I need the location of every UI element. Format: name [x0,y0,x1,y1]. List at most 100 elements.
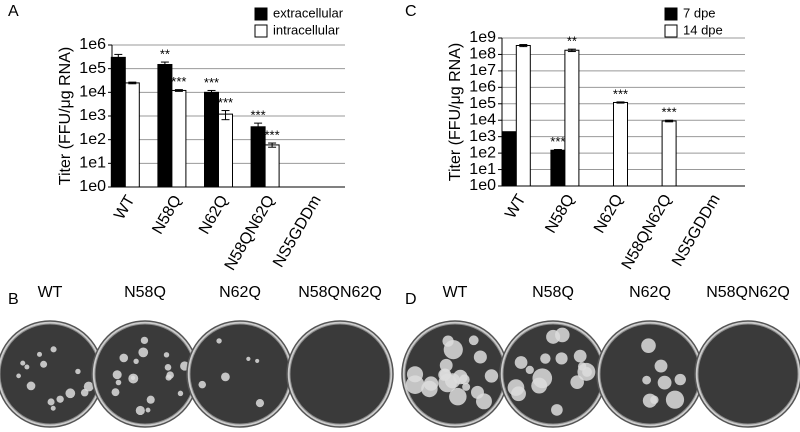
error-bar [519,44,528,48]
plaque [577,362,587,371]
bar [204,91,219,188]
plaque [56,395,64,403]
y-tick-label: 1e6 [79,36,106,53]
legend-label: extracellular [273,5,344,20]
plaque [449,387,467,406]
bar [171,89,187,188]
plaque [26,381,36,391]
plaque [221,372,230,382]
bar [550,149,566,187]
error-bar [553,149,562,152]
plaque [16,373,21,379]
error-bar [616,101,625,104]
bar [157,63,173,188]
plaque [551,404,563,416]
plaque [146,395,155,404]
plaque [24,364,30,370]
plaque [674,373,686,386]
plaque [514,356,528,369]
bar [250,126,266,188]
plaque [573,349,587,363]
significance: *** [662,105,677,120]
plaque [641,338,656,353]
x-tick-label: N58QN62Q [619,192,676,273]
plaque [198,380,207,389]
legend-label: intracellular [273,22,340,37]
plaque [83,381,94,392]
bar [110,56,126,188]
plaque [177,390,184,397]
y-tick-label: 1e1 [79,155,106,172]
plaque [47,398,55,406]
panel-label: B [8,291,19,308]
x-tick-label: N58Q [542,192,578,237]
significance: *** [613,86,628,101]
plaque [546,329,561,344]
plate-label: N58QN62Q [298,284,382,301]
x-tick-label: N62Q [196,193,232,238]
plaque [20,360,26,366]
plaque [138,347,149,358]
panel-label: D [405,291,417,308]
plaque [115,379,122,386]
plaque [145,407,151,413]
y-tick-label: 1e0 [469,177,496,194]
y-tick-label: 1e4 [469,111,496,128]
bar [564,49,580,187]
plaque [405,375,425,394]
plaque [246,356,251,362]
error-bar [114,53,123,63]
plate [697,323,799,425]
plaque [166,371,174,379]
y-tick-label: 1e4 [79,84,106,101]
legend-swatch [664,7,678,21]
legend-swatch [254,24,268,38]
plaque [665,390,685,409]
plaque [525,365,534,375]
plaque [135,405,145,416]
error-bar [174,89,183,92]
y-axis-label: Titer (FFU/μg RNA) [57,47,74,185]
plaque [570,375,584,389]
plaque [255,358,260,363]
x-tick-label: WT [111,192,138,222]
legend-label: 14 dpe [683,22,723,37]
error-bar [160,61,169,69]
plate-label: WT [443,284,468,301]
plaque [133,358,139,364]
plaque [657,375,672,390]
bar [515,44,531,187]
plaque [531,377,548,394]
y-tick-label: 1e1 [469,161,496,178]
plaque [164,364,172,371]
plaque [111,388,120,397]
plaque [442,335,454,347]
error-bar [254,122,263,134]
plaque [36,351,43,357]
plate-label: N62Q [219,284,261,301]
plaque [216,338,222,344]
y-tick-label: 1e9 [469,29,496,46]
significance: *** [218,95,233,110]
plaque [75,368,81,375]
significance: *** [171,74,186,89]
panel-label: C [405,3,417,20]
y-tick-label: 1e2 [469,144,496,161]
plaque [468,335,479,346]
error-bar [268,142,277,148]
plaque [119,353,129,363]
plaque [439,358,453,372]
plaque [540,353,551,364]
plaque [459,374,470,385]
y-axis-label: Titer (FFU/μg RNA) [447,43,464,181]
plaque [163,352,170,358]
x-tick-label: WT [502,191,529,221]
plaque [50,405,56,411]
y-tick-label: 1e2 [79,131,106,148]
plaque [484,369,499,383]
x-tick-label: N62Q [591,192,627,237]
error-bar [221,110,230,121]
plaque [476,393,492,410]
plaque [473,350,487,364]
